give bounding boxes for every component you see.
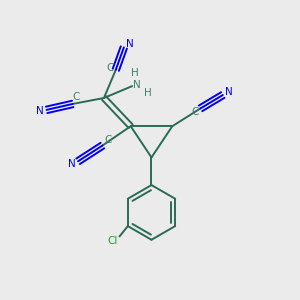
- Text: N: N: [133, 80, 140, 90]
- Text: C: C: [107, 63, 114, 73]
- Text: N: N: [68, 159, 75, 169]
- Text: Cl: Cl: [107, 236, 118, 246]
- Text: H: H: [131, 68, 139, 78]
- Text: C: C: [72, 92, 80, 102]
- Text: C: C: [104, 135, 112, 145]
- Text: N: N: [226, 87, 233, 97]
- Text: H: H: [144, 88, 152, 98]
- Text: C: C: [191, 107, 199, 117]
- Text: N: N: [36, 106, 44, 116]
- Text: N: N: [126, 40, 134, 50]
